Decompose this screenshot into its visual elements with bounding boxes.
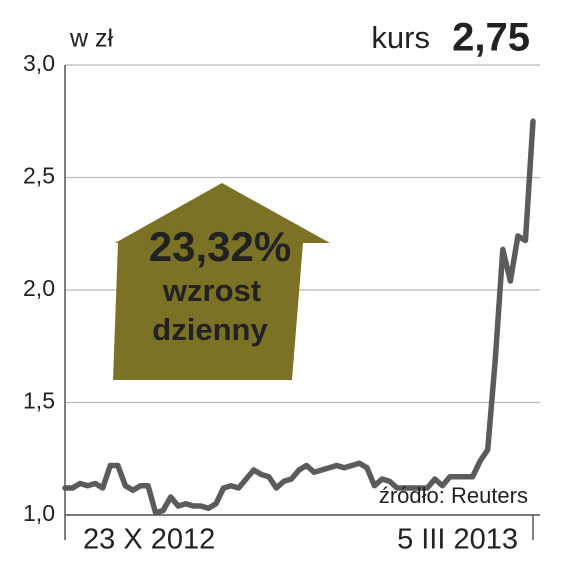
price-caption: kurs (371, 20, 430, 55)
x-tick-label: 23 X 2012 (83, 524, 215, 556)
source: źródło: Reuters (379, 483, 528, 508)
y-tick-label: 3,0 (23, 50, 55, 76)
y-tick-label: 2,0 (23, 275, 55, 301)
y-tick-label: 1,5 (23, 388, 55, 414)
x-tick-label: 5 III 2013 (397, 524, 518, 556)
annotation-arrow (113, 183, 330, 380)
annotation-line: wzrost (162, 273, 261, 308)
y-unit: w zł (69, 25, 114, 53)
price-line (62, 118, 536, 516)
y-tick-label: 2,5 (23, 163, 55, 189)
price: 2,75 (452, 16, 530, 60)
annotation-line: dzienny (152, 312, 268, 347)
annotation-change: 23,32% (149, 223, 291, 270)
y-tick-label: 1,0 (23, 500, 55, 526)
